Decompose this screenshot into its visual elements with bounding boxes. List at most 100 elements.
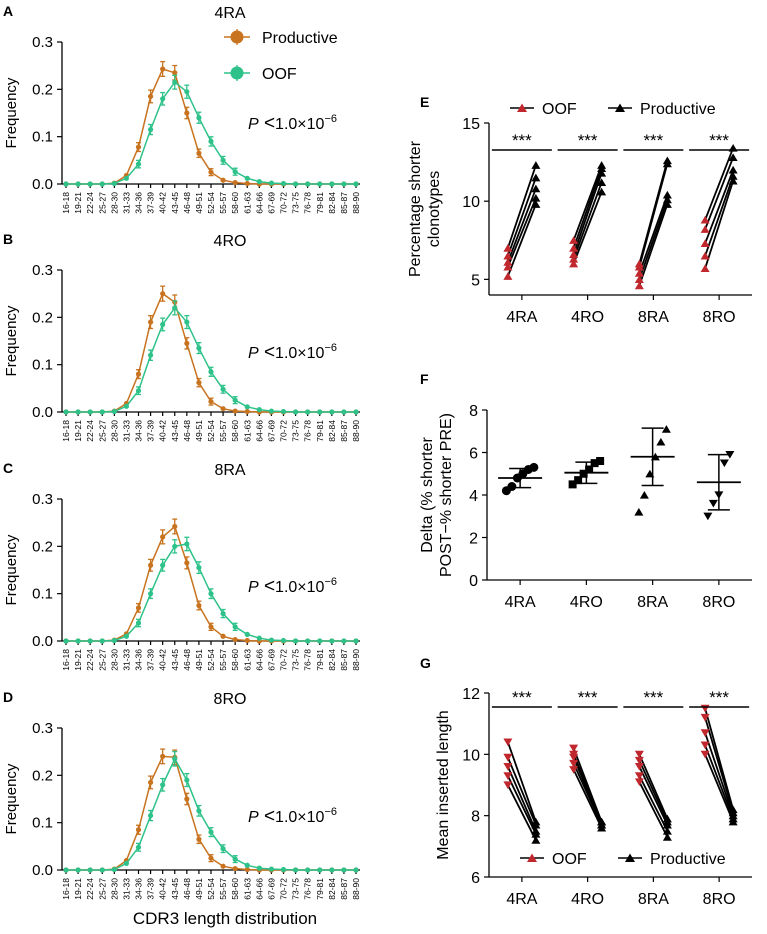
x-tick-label: 46-48 [182, 878, 192, 900]
oof-point [503, 753, 513, 762]
x-tick-label: 58-60 [230, 649, 240, 671]
oof-point [634, 259, 644, 268]
data-point-oof [63, 181, 69, 187]
pair-line [507, 766, 537, 832]
data-point-oof [75, 638, 81, 644]
p-value: P <1.0×10−6 [248, 576, 337, 597]
data-point-productive [147, 319, 154, 325]
data-point-oof [232, 856, 238, 862]
pair-line [572, 172, 603, 255]
pair-line [572, 191, 603, 265]
y-tick-label: 0.3 [32, 491, 53, 508]
x-tick-label: 37-39 [146, 878, 156, 900]
data-point-oof [135, 620, 142, 626]
x-tick-label: 34-36 [134, 878, 144, 900]
data-point-oof [196, 808, 202, 814]
x-axis-label: CDR3 length distribution [133, 909, 317, 928]
productive-point [728, 153, 738, 161]
data-point-oof [220, 610, 226, 617]
p-value: P <1.0×10−6 [248, 113, 337, 134]
oof-point [634, 750, 644, 759]
data-point-productive [184, 110, 190, 116]
panel-letter: D [3, 689, 13, 705]
y-tick-label: 8 [471, 809, 480, 826]
x-tick-label: 40-42 [158, 192, 168, 214]
significance-label: *** [512, 688, 532, 707]
pair-line [704, 169, 734, 244]
y-axis-label: Frequency [3, 305, 20, 376]
pair-line [704, 744, 734, 820]
productive-point [597, 817, 607, 826]
data-point-oof [317, 867, 323, 873]
x-tick-label: 76-78 [303, 649, 313, 671]
pair-line [572, 168, 603, 249]
x-tick-label: 64-66 [254, 649, 264, 671]
data-point-productive [160, 291, 166, 297]
oof-point [700, 264, 710, 273]
productive-point [531, 826, 541, 835]
productive-point [662, 195, 672, 204]
data-point-oof [305, 181, 311, 187]
data-point-oof [232, 624, 238, 630]
x-tick-label: 82-84 [327, 420, 337, 442]
p-value: P <1.0×10−6 [248, 342, 337, 363]
pair-line [638, 194, 669, 274]
x-tick-label: 79-81 [315, 878, 325, 900]
x-tick-label: 55-57 [218, 878, 228, 900]
data-point-productive [244, 408, 250, 415]
pair-line [638, 753, 669, 820]
significance-label: *** [709, 688, 729, 707]
data-point-oof [172, 305, 178, 311]
panel-A: A 4RA Frequency 0.0 0.1 0.2 0.3 16-18 19-21 22-24… [3, 3, 361, 214]
y-tick-label: 12 [462, 686, 480, 703]
oof-point [569, 766, 579, 774]
x-tick-label: 73-75 [291, 420, 301, 442]
panel-letter: F [420, 371, 429, 387]
data-point [574, 476, 583, 485]
x-tick-label: 58-60 [230, 878, 240, 900]
data-point-oof [63, 867, 69, 873]
pair-line [704, 157, 734, 230]
data-point-oof [256, 865, 262, 871]
data-point-oof [135, 844, 142, 850]
x-tick-label: 61-63 [242, 878, 252, 900]
data-point-productive [196, 836, 202, 842]
data-point-oof [292, 181, 299, 187]
panel-letter: G [420, 655, 431, 671]
x-tick-label: 82-84 [327, 649, 337, 671]
p-value-exponent: −6 [324, 113, 337, 125]
data-point-oof [280, 637, 287, 644]
data-point-oof [111, 180, 117, 187]
data-point-oof [99, 181, 105, 187]
data-point [590, 459, 599, 468]
x-tick-label: 8RA [637, 594, 668, 611]
data-point-oof [292, 867, 299, 873]
p-value-base: 1.0×10 [275, 345, 324, 362]
data-point-oof [63, 409, 69, 415]
oof-point [503, 772, 513, 780]
x-tick-label: 70-72 [279, 420, 289, 442]
data-point-productive [196, 150, 202, 156]
p-value-symbol: P [248, 579, 259, 596]
x-tick-label: 8RA [638, 309, 669, 326]
x-tick-label: 70-72 [279, 878, 289, 900]
oof-point [569, 744, 579, 753]
p-value-symbol: P [248, 345, 259, 362]
data-point-oof [232, 169, 238, 175]
legend-productive-marker [615, 103, 625, 112]
productive-point [728, 805, 738, 814]
panel-E: E Percentage shorter clonotypes 5 10 15 4RA ***… [407, 94, 752, 326]
pair-line [572, 747, 603, 823]
y-tick-label: 0.1 [32, 357, 53, 374]
data-point-oof [305, 638, 311, 644]
data-point-oof [75, 867, 81, 873]
data-point-productive [184, 796, 190, 802]
y-tick-label: 10 [462, 747, 480, 764]
x-tick-label: 85-87 [339, 420, 349, 442]
panel-G: G Mean inserted length 6 8 10 12 4RA *** 4RO *** 8… [420, 655, 752, 908]
y-tick-label: 4 [469, 488, 478, 505]
y-tick-label: 8 [469, 403, 478, 420]
data-point-oof [135, 161, 142, 167]
x-tick-label: 43-45 [170, 878, 180, 900]
